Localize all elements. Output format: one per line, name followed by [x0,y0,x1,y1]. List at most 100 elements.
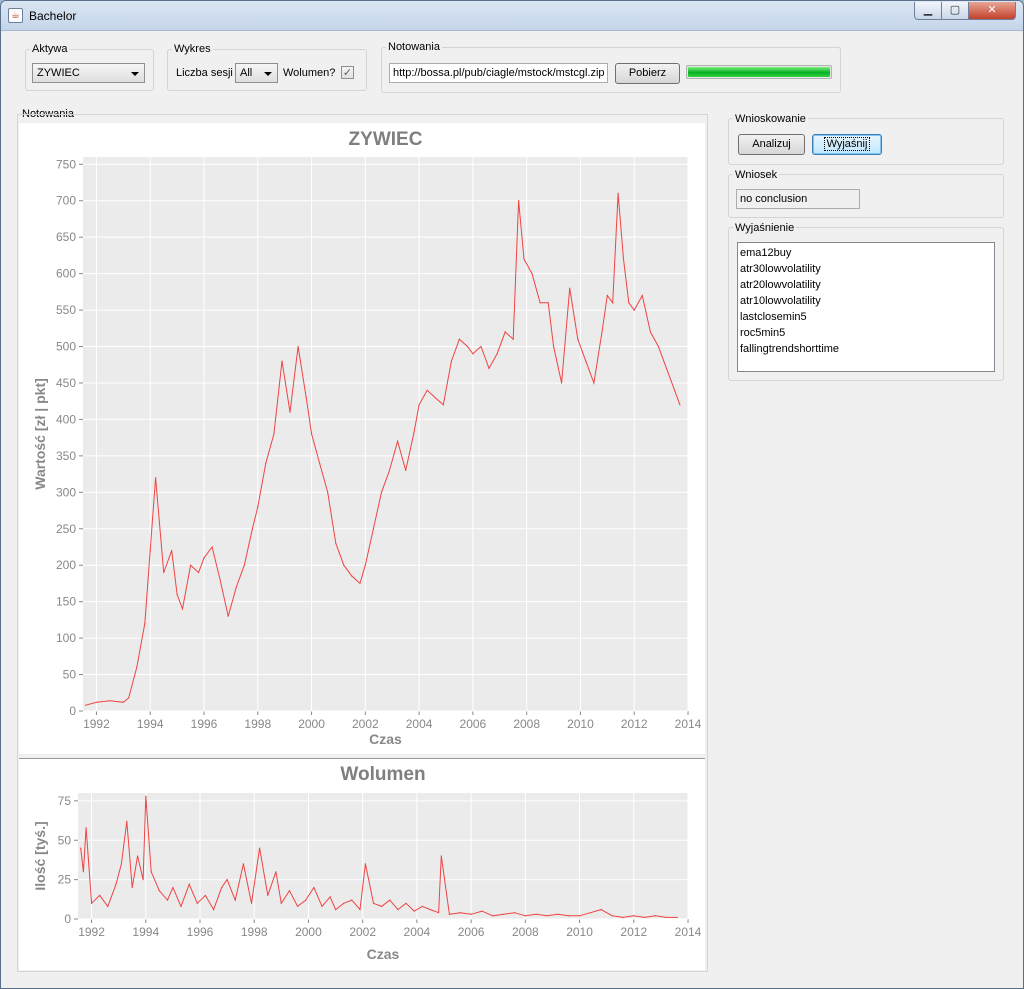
data-point [665,367,668,369]
data-point [120,863,122,865]
y-tick-label: 50 [63,668,77,682]
data-point [335,542,337,544]
data-point [622,258,625,260]
explanation-item[interactable]: ema12buy [740,247,792,259]
y-tick-label: 350 [56,449,76,463]
explain-button[interactable]: Wyjaśnij [812,134,882,155]
close-button[interactable]: ✕ [969,2,1016,20]
explanation-item[interactable]: atr30lowvolatility [740,263,821,275]
data-point [85,827,87,829]
url-input[interactable]: http://bossa.pl/pub/ciagle/mstock/mstcgl… [389,63,608,83]
explanation-item[interactable]: atr10lowvolatility [740,295,821,307]
data-point [204,894,206,896]
data-point [227,615,229,617]
data-point [513,912,516,914]
data-point [470,913,472,915]
data-point [524,915,526,917]
maximize-icon: ▢ [949,3,961,16]
sessions-select[interactable]: All [235,63,278,83]
x-tick-label: 1992 [78,925,105,939]
aktywa-select-value: ZYWIEC [37,67,80,79]
explanation-list[interactable]: ema12buy atr30lowvolatility atr20lowvolati… [737,242,995,372]
data-point [413,433,415,435]
data-point [297,905,299,907]
aktywa-group [25,49,154,91]
data-point [211,546,213,548]
data-point [288,890,291,892]
data-point [488,367,490,369]
data-point [633,915,635,917]
data-point [234,899,236,901]
data-point [149,550,151,552]
data-point [657,345,660,348]
data-point [523,258,525,260]
data-point [219,579,221,581]
volume-checkbox[interactable]: ✓ [341,66,354,79]
sessions-label: Liczba sesji [176,67,233,79]
x-tick-label: 1994 [132,925,159,939]
series-line [80,796,678,918]
data-point [181,608,184,610]
y-tick-label: 50 [58,833,72,847]
data-point [180,905,182,907]
data-point [458,338,460,340]
data-point [644,916,646,918]
data-point [250,902,253,904]
x-tick-label: 2014 [675,717,702,731]
download-button[interactable]: Pobierz [615,63,680,84]
data-point [380,491,383,493]
minimize-button[interactable]: ▁ [914,2,942,20]
data-point [539,302,541,304]
data-point [257,506,259,508]
y-axis-label: Wartość [zł | pkt] [32,378,48,490]
y-axis-label: Ilość [tyś.] [32,821,48,890]
data-point [321,905,323,907]
data-point [466,345,469,348]
data-point [397,909,399,911]
data-point [273,433,275,435]
data-point [242,863,244,865]
data-point [388,469,391,471]
data-point [676,916,678,918]
data-point [654,915,657,917]
explanation-item[interactable]: fallingtrendshorttime [740,343,840,355]
x-tick-label: 2002 [349,925,376,939]
analyze-button[interactable]: Analizuj [738,134,805,155]
x-tick-label: 2010 [567,717,594,731]
explanation-item[interactable]: roc5min5 [740,327,786,339]
data-point [289,411,291,413]
java-cup-icon: ☕ [8,8,23,23]
data-point [601,331,603,333]
data-point [481,910,483,912]
data-point [611,915,613,917]
data-point [579,915,581,917]
data-point [679,404,681,406]
aktywa-select[interactable]: ZYWIEC [32,63,145,83]
maximize-button[interactable]: ▢ [942,2,969,20]
data-point [585,360,587,362]
aktywa-group-label: Aktywa [30,43,70,55]
x-tick-label: 2000 [298,717,325,731]
data-point [351,899,353,901]
explanation-item[interactable]: atr20lowvolatility [740,279,821,291]
x-tick-label: 2010 [566,925,593,939]
data-point [82,871,84,873]
data-point [329,896,331,898]
explain-button-label: Wyjaśnij [823,137,871,151]
data-point [480,345,482,348]
explanation-item[interactable]: lastclosemin5 [740,311,807,323]
data-point [381,905,383,907]
minimize-icon: ▁ [923,3,933,16]
notowania-download-group-label: Notowania [386,41,442,53]
data-point [600,909,602,911]
y-tick-label: 550 [56,303,76,317]
x-tick-label: 2004 [406,717,433,731]
data-point [343,564,345,566]
download-button-label: Pobierz [628,67,667,79]
chevron-down-icon [131,72,139,76]
data-point [472,353,474,355]
data-point [568,915,570,917]
x-tick-label: 2000 [295,925,322,939]
data-point [389,899,391,901]
title-bar[interactable]: ☕ Bachelor ▁ ▢ ✕ [1,1,1023,31]
